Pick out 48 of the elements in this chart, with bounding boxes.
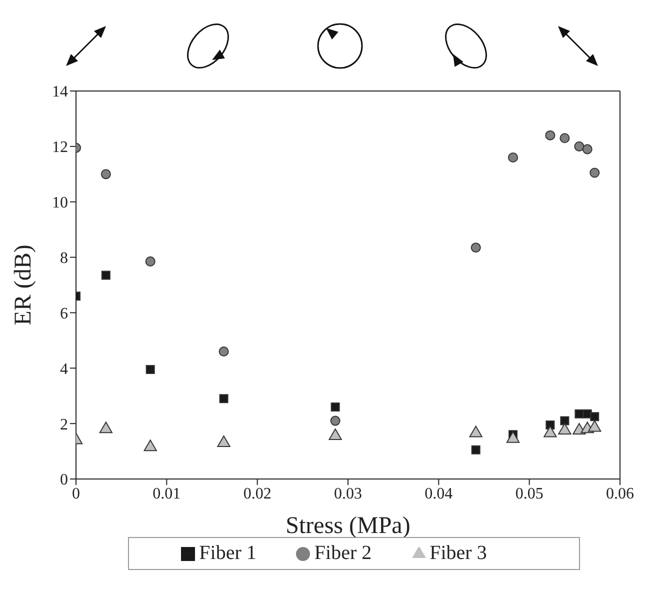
x-tick-label: 0.01 <box>152 485 181 502</box>
point <box>506 431 520 443</box>
point <box>146 365 155 374</box>
x-axis-title: Stress (MPa) <box>286 513 410 539</box>
y-tick-label: 12 <box>52 139 68 156</box>
x-tick-label: 0.06 <box>606 485 634 502</box>
point <box>470 242 481 253</box>
point <box>218 346 229 357</box>
point <box>100 169 111 180</box>
point <box>590 168 600 178</box>
y-tick-label: 14 <box>52 84 68 101</box>
point <box>217 435 230 447</box>
y-tick-label: 6 <box>60 305 68 322</box>
point <box>560 133 570 144</box>
x-tick-label: 0.03 <box>334 485 362 502</box>
y-tick-label: 8 <box>60 250 68 267</box>
y-tick-label: 4 <box>60 360 68 378</box>
x-tick-label: 0.05 <box>515 485 544 502</box>
point <box>574 141 584 152</box>
point <box>144 440 157 452</box>
point <box>330 416 340 426</box>
x-tick-label: 0.02 <box>243 485 272 502</box>
point <box>558 422 572 435</box>
point <box>560 416 570 426</box>
point <box>588 420 602 432</box>
point <box>99 422 112 434</box>
x-tick-label: 0 <box>72 485 80 502</box>
point <box>328 428 342 440</box>
point <box>544 426 557 438</box>
y-tick-label: 10 <box>52 194 68 212</box>
y-tick-label: 0 <box>60 472 68 489</box>
point <box>145 256 156 266</box>
point <box>545 130 556 140</box>
legend-label: Fiber 3 <box>430 542 487 564</box>
point <box>219 394 228 404</box>
point <box>101 270 110 280</box>
point <box>469 426 482 438</box>
legend-label: Fiber 2 <box>314 542 372 564</box>
point <box>582 144 592 154</box>
legend-label: Fiber 1 <box>199 542 256 564</box>
point <box>471 445 480 454</box>
point <box>574 409 584 418</box>
y-tick-label: 2 <box>60 416 68 434</box>
x-tick-label: 0.04 <box>424 485 453 502</box>
y-axis-title: ER (dB) <box>10 244 37 326</box>
point <box>590 412 600 422</box>
point <box>508 152 518 163</box>
point <box>330 402 340 412</box>
